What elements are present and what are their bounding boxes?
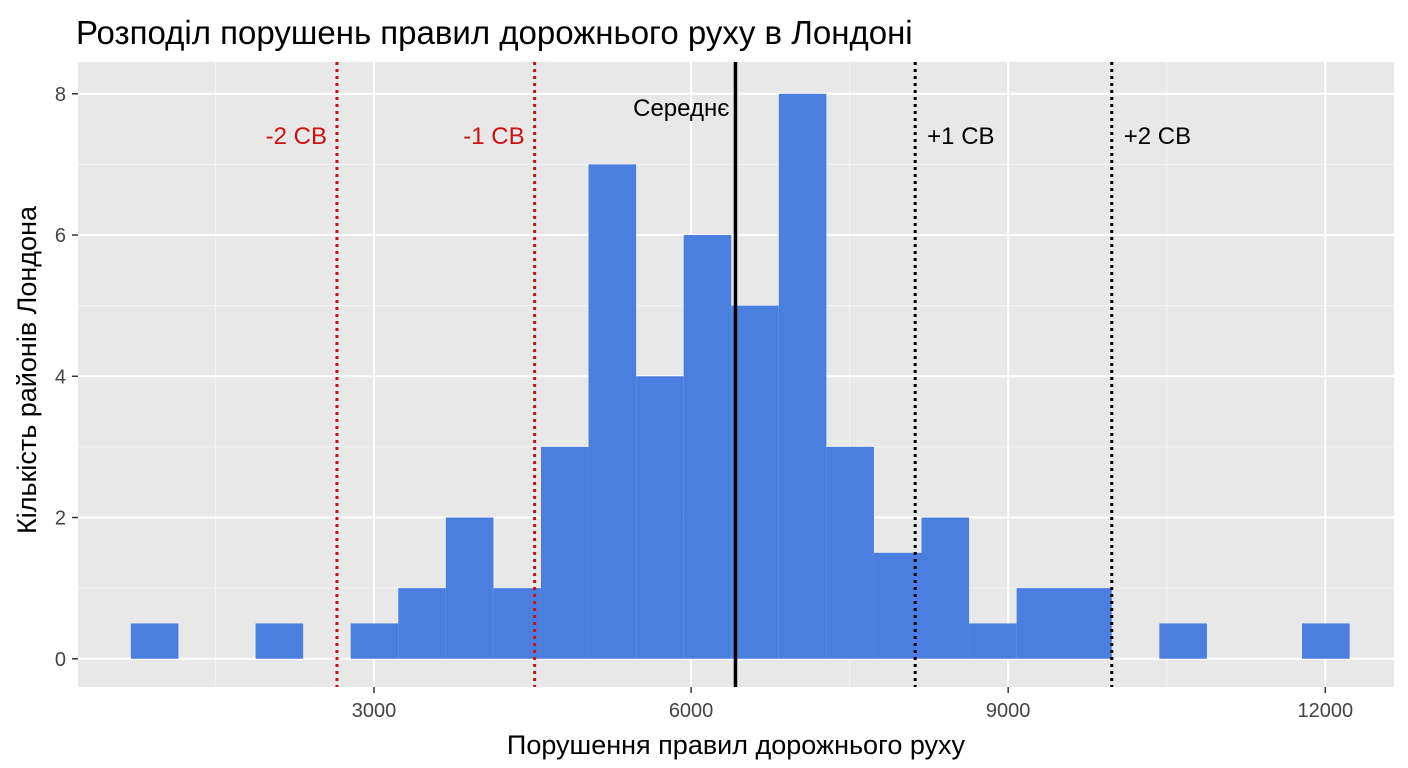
x-tick-label: 12000 [1297,700,1353,722]
histogram-bar [1302,623,1350,659]
histogram-bar [826,446,874,659]
reference-line-label: Середнє [633,95,729,122]
x-tick-label: 9000 [986,700,1031,722]
reference-lines: -2 СВ -1 СВ Середнє +1 СВ +2 СВ [266,62,1191,687]
x-tick-label: 3000 [352,700,397,722]
histogram-bar [588,164,637,659]
y-tick-label: 0 [55,649,66,671]
histogram-bar [398,588,446,659]
chart-title: Розподіл порушень правил дорожнього руху… [76,14,913,51]
y-tick-label: 8 [55,84,66,106]
reference-line-label: +2 СВ [1124,123,1191,150]
y-axis-ticks: 0 2 4 6 8 [55,84,78,671]
reference-line-label: +1 СВ [927,123,994,150]
histogram-bars [130,93,1350,659]
histogram-bar [778,93,827,659]
histogram-bar [130,623,179,659]
x-axis-title: Порушення правил дорожнього руху [507,730,966,760]
y-tick-label: 2 [55,508,66,530]
histogram-bar [683,235,732,659]
histogram-bar [493,588,541,659]
histogram-bar [969,623,1017,659]
y-tick-label: 4 [55,366,66,388]
y-axis-title: Кількість районів Лондона [12,205,42,534]
histogram-bar [921,517,970,659]
histogram-bar [255,623,304,659]
histogram-bar [873,552,922,659]
histogram-bar [540,446,589,659]
x-axis-ticks: 3000 6000 9000 12000 [352,687,1353,722]
histogram-bar [636,376,684,659]
reference-line-label: -2 СВ [266,123,327,150]
histogram-bar [1159,623,1207,659]
histogram-bar [731,305,779,659]
reference-line-label: -1 СВ [463,123,524,150]
histogram-bar [350,623,399,659]
y-tick-label: 6 [55,225,66,247]
histogram-bar [445,517,494,659]
histogram-bar [1016,588,1112,659]
x-tick-label: 6000 [669,700,714,722]
